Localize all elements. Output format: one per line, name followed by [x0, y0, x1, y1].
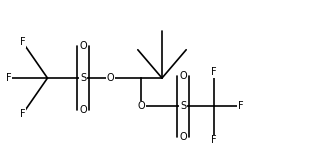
- Text: S: S: [80, 73, 86, 83]
- Text: O: O: [79, 105, 87, 115]
- Text: F: F: [20, 109, 26, 119]
- Text: O: O: [137, 101, 145, 111]
- Text: F: F: [211, 135, 216, 145]
- Text: S: S: [180, 101, 186, 111]
- Text: O: O: [179, 71, 187, 81]
- Text: O: O: [79, 41, 87, 51]
- Text: F: F: [238, 101, 244, 111]
- Text: F: F: [6, 73, 12, 83]
- Text: O: O: [107, 73, 114, 83]
- Text: F: F: [211, 67, 216, 77]
- Text: O: O: [179, 132, 187, 142]
- Text: F: F: [20, 37, 26, 47]
